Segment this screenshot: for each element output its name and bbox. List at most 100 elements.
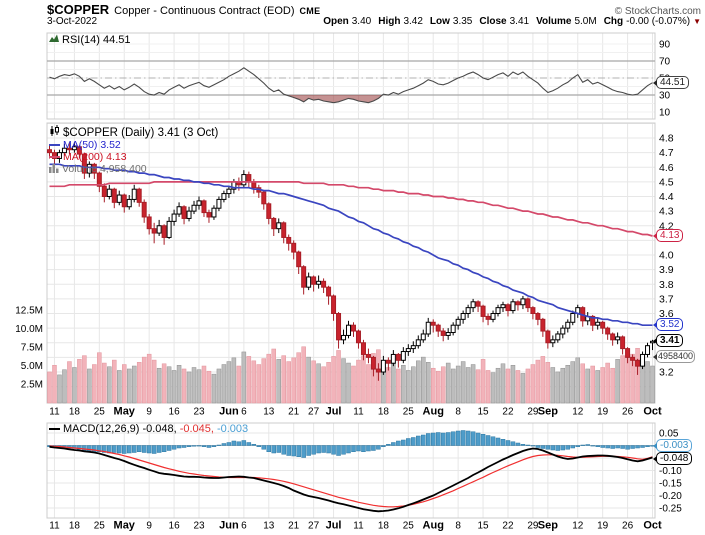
svg-text:Jun: Jun bbox=[219, 406, 239, 418]
svg-text:Oct: Oct bbox=[643, 406, 662, 418]
legend-ma50-label: MA(50) 3.52 bbox=[63, 139, 121, 151]
svg-text:29: 29 bbox=[527, 521, 539, 532]
low-value: 3.35 bbox=[452, 16, 473, 27]
legend-ma50-row: MA(50) 3.52 bbox=[49, 139, 218, 151]
low-label: Low bbox=[429, 16, 450, 27]
svg-text:4.4: 4.4 bbox=[659, 191, 674, 203]
legend-volume-label: Volume 4,958,400 bbox=[62, 163, 147, 175]
chg-label: Chg bbox=[603, 16, 624, 27]
symbol-description: Copper - Continuous Contract (EOD) bbox=[114, 5, 295, 17]
legend-volume-row: Volume 4,958,400 bbox=[49, 163, 218, 175]
svg-text:6: 6 bbox=[241, 521, 247, 532]
svg-text:10: 10 bbox=[659, 108, 671, 119]
chg-value: -0.00 (-0.07%) bbox=[626, 16, 691, 27]
legend-symbol-row: $COPPER (Daily) 3.41 (3 Oct) bbox=[49, 124, 219, 139]
svg-text:27: 27 bbox=[308, 407, 320, 418]
svg-text:22: 22 bbox=[502, 407, 514, 418]
ma50-value-tag: 3.52 bbox=[656, 318, 684, 331]
rsi-legend-label: RSI(14) 44.51 bbox=[62, 33, 131, 46]
svg-text:13: 13 bbox=[263, 521, 275, 532]
svg-text:0.05: 0.05 bbox=[659, 429, 679, 440]
svg-text:25: 25 bbox=[94, 521, 106, 532]
svg-text:13: 13 bbox=[263, 407, 275, 418]
rsi-value-tag: 44.51 bbox=[656, 76, 690, 89]
svg-text:4.3: 4.3 bbox=[659, 206, 674, 218]
ma-layer bbox=[49, 163, 653, 327]
macd-signal-value: -0.045, bbox=[179, 423, 214, 435]
svg-text:-0.20: -0.20 bbox=[659, 491, 682, 502]
svg-text:18: 18 bbox=[69, 407, 81, 418]
exchange-label: CME bbox=[299, 6, 321, 16]
macd-line-icon bbox=[49, 428, 60, 430]
svg-text:21: 21 bbox=[288, 521, 300, 532]
macd-hist-value: -0.003 bbox=[216, 423, 249, 435]
svg-text:18: 18 bbox=[69, 521, 81, 532]
svg-text:4.7: 4.7 bbox=[659, 147, 674, 159]
svg-text:Jul: Jul bbox=[326, 520, 342, 532]
svg-text:9: 9 bbox=[146, 407, 152, 418]
ma200-line-icon bbox=[49, 156, 60, 158]
volume-value: 5.0M bbox=[574, 16, 597, 27]
svg-text:May: May bbox=[114, 406, 136, 418]
rsi-panel-layer bbox=[47, 60, 655, 104]
macd-panel-layer bbox=[47, 430, 655, 513]
chart-header: $COPPER Copper - Continuous Contract (EO… bbox=[47, 2, 701, 17]
svg-text:Oct: Oct bbox=[643, 520, 662, 532]
svg-text:12.5M: 12.5M bbox=[15, 306, 43, 317]
svg-text:3.2: 3.2 bbox=[659, 367, 674, 379]
svg-text:25: 25 bbox=[403, 407, 415, 418]
rsi-area-icon bbox=[49, 33, 59, 46]
svg-text:12: 12 bbox=[572, 407, 584, 418]
svg-text:5.0M: 5.0M bbox=[21, 361, 43, 372]
svg-text:Aug: Aug bbox=[423, 520, 444, 532]
svg-text:26: 26 bbox=[622, 407, 634, 418]
svg-text:26: 26 bbox=[622, 521, 634, 532]
svg-text:11: 11 bbox=[353, 407, 364, 418]
rsi-legend: RSI(14) 44.51 bbox=[49, 33, 130, 46]
svg-text:11: 11 bbox=[353, 521, 364, 532]
macd-hist-value-tag: -0.003 bbox=[656, 439, 693, 452]
ma50-line-icon bbox=[49, 144, 60, 146]
quote-line: 3-Oct-2022 Open 3.40 High 3.42 Low 3.35 … bbox=[47, 16, 701, 27]
svg-text:19: 19 bbox=[597, 521, 609, 532]
svg-text:25: 25 bbox=[94, 407, 106, 418]
quote-values: Open 3.40 High 3.42 Low 3.35 Close 3.41 … bbox=[316, 16, 701, 27]
legend-symbol-label: $COPPER (Daily) 3.41 (3 Oct) bbox=[63, 126, 219, 139]
volume-value-tag: 4958400 bbox=[656, 350, 696, 363]
svg-text:8: 8 bbox=[455, 521, 461, 532]
svg-text:30: 30 bbox=[659, 91, 671, 102]
svg-text:21: 21 bbox=[288, 407, 300, 418]
high-label: High bbox=[378, 16, 401, 27]
close-label: Close bbox=[479, 16, 507, 27]
svg-text:Jul: Jul bbox=[326, 406, 342, 418]
macd-value-tag: -0.048 bbox=[656, 452, 693, 465]
svg-text:22: 22 bbox=[502, 521, 514, 532]
ma200-value-tag: 4.13 bbox=[656, 229, 684, 242]
axis-labels-layer: 90705030104.84.74.64.54.44.34.24.03.93.8… bbox=[15, 40, 682, 532]
symbol-title: $COPPER bbox=[47, 2, 110, 17]
svg-text:18: 18 bbox=[378, 407, 390, 418]
svg-text:23: 23 bbox=[193, 407, 205, 418]
svg-text:11: 11 bbox=[49, 521, 60, 532]
high-value: 3.42 bbox=[403, 16, 423, 27]
volume-bars-icon bbox=[49, 160, 59, 178]
svg-text:19: 19 bbox=[597, 407, 609, 418]
svg-text:4.8: 4.8 bbox=[659, 133, 674, 145]
svg-text:11: 11 bbox=[49, 407, 60, 418]
svg-text:3.6: 3.6 bbox=[659, 308, 674, 320]
svg-text:Aug: Aug bbox=[423, 406, 444, 418]
svg-text:3.9: 3.9 bbox=[659, 264, 674, 276]
legend-ma200-label: MA(200) 4.13 bbox=[63, 151, 127, 163]
svg-text:15: 15 bbox=[478, 521, 490, 532]
svg-text:6: 6 bbox=[241, 407, 247, 418]
svg-text:9: 9 bbox=[146, 521, 152, 532]
svg-text:7.5M: 7.5M bbox=[21, 343, 43, 354]
svg-text:4.6: 4.6 bbox=[659, 162, 674, 174]
main-legend: $COPPER (Daily) 3.41 (3 Oct) MA(50) 3.52… bbox=[49, 124, 219, 175]
down-triangle-icon: ▼ bbox=[693, 17, 701, 26]
quote-date: 3-Oct-2022 bbox=[47, 16, 98, 27]
svg-text:12: 12 bbox=[572, 521, 584, 532]
watermark-stockcharts: © StockCharts.com bbox=[614, 6, 701, 17]
svg-text:4.5: 4.5 bbox=[659, 176, 674, 188]
